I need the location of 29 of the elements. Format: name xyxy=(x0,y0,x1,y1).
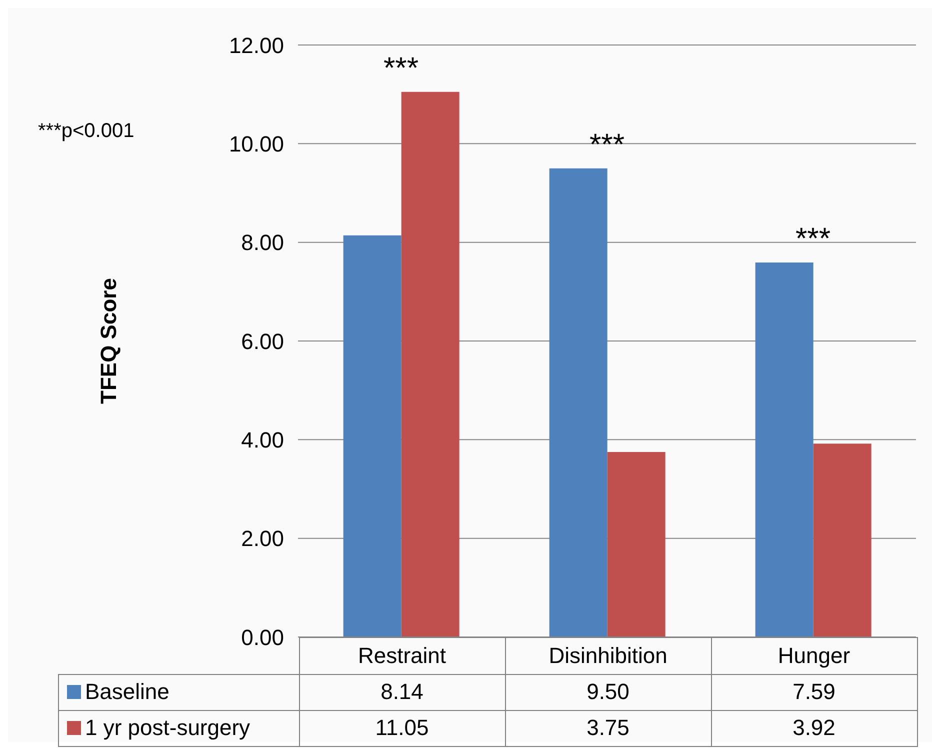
x-tick-label: Hunger xyxy=(711,638,917,674)
y-tick-label: 4.00 xyxy=(241,427,284,452)
y-tick-label: 2.00 xyxy=(241,526,284,552)
data-label: 11.05 xyxy=(299,710,505,746)
bar xyxy=(607,452,666,637)
data-label: 3.92 xyxy=(711,710,917,746)
data-label: 8.14 xyxy=(299,674,505,710)
data-label: 7.59 xyxy=(711,674,917,710)
legend-label: 1 yr post-surgery xyxy=(58,710,299,746)
y-axis-title: TFEQ Score xyxy=(96,278,121,404)
annotation: *** xyxy=(795,222,831,256)
y-tick-label: 0.00 xyxy=(241,624,284,650)
annotation: *** xyxy=(589,128,625,162)
x-tick-label: Restraint xyxy=(299,638,505,674)
y-tick-label: 8.00 xyxy=(241,230,284,256)
y-tick-label: 6.00 xyxy=(241,328,284,354)
y-tick-label: 10.00 xyxy=(228,131,284,156)
data-label: 9.50 xyxy=(505,674,711,710)
text: ***p<0.001 xyxy=(38,120,134,143)
data-label: 3.75 xyxy=(505,710,711,746)
bar xyxy=(343,235,402,637)
x-tick-label: Disinhibition xyxy=(505,638,711,674)
bar xyxy=(813,444,872,637)
bar xyxy=(755,262,814,637)
annotation: *** xyxy=(383,52,419,85)
y-tick-label: 12.00 xyxy=(228,32,284,58)
bar xyxy=(549,168,608,637)
bar xyxy=(401,92,460,637)
legend-label: Baseline xyxy=(58,674,299,710)
